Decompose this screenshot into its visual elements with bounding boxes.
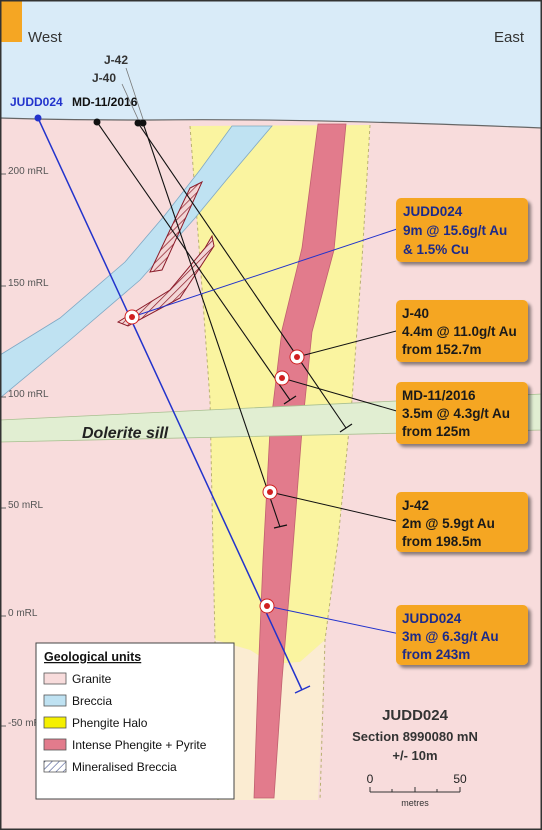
legend-swatch bbox=[43, 738, 67, 751]
pointer bbox=[281, 377, 401, 413]
sill-label: Dolerite sill bbox=[82, 425, 169, 442]
breccia bbox=[0, 125, 273, 399]
hole-label: J-42 bbox=[104, 53, 128, 67]
pointer bbox=[296, 329, 401, 358]
legend: Geological units Granite Breccia Phengit… bbox=[35, 642, 235, 800]
callout-intercept: 3.5m @ 4.3g/t Au bbox=[402, 406, 510, 421]
callout-intercept: 3m @ 6.3g/t Au bbox=[402, 629, 499, 644]
callout-intercept: 4.4m @ 11.0g/t Au bbox=[402, 324, 517, 339]
section-hole: JUDD024 bbox=[382, 707, 449, 724]
pointer bbox=[266, 605, 401, 635]
leader bbox=[125, 67, 144, 120]
hole-label: JUDD024 bbox=[10, 95, 63, 109]
legend-swatch bbox=[43, 760, 67, 773]
hole-end bbox=[339, 423, 353, 433]
scale-end: 50 bbox=[453, 772, 467, 786]
callout-box bbox=[396, 300, 528, 362]
hole-end bbox=[294, 685, 311, 694]
legend-swatch bbox=[43, 672, 67, 685]
callout-detail: from 152.7m bbox=[402, 342, 482, 357]
callout-detail: from 243m bbox=[402, 647, 470, 662]
section-tolerance: +/- 10m bbox=[392, 748, 437, 763]
rl-label: 200 mRL bbox=[8, 166, 49, 177]
callout-box bbox=[396, 382, 528, 444]
collar bbox=[93, 118, 101, 126]
intercept-core bbox=[279, 375, 285, 381]
legend-box bbox=[35, 642, 235, 800]
callout-box bbox=[396, 198, 528, 262]
callout-detail: & 1.5% Cu bbox=[403, 242, 469, 257]
rl-label: 0 mRL bbox=[8, 608, 38, 619]
rl-label: -50 mRL bbox=[8, 718, 47, 729]
hole-label: J-40 bbox=[92, 71, 116, 85]
pointer bbox=[269, 491, 401, 523]
collar bbox=[134, 119, 142, 127]
rl-label: 150 mRL bbox=[8, 278, 49, 289]
intercepts bbox=[124, 309, 305, 614]
drillhole-trace bbox=[142, 122, 281, 528]
west-label: West bbox=[28, 29, 63, 46]
east-label: East bbox=[494, 29, 525, 46]
intercept-core bbox=[267, 489, 273, 495]
callout-hole: JUDD024 bbox=[402, 611, 462, 626]
intercept-core bbox=[129, 314, 135, 320]
collar bbox=[139, 119, 147, 127]
scale-start: 0 bbox=[367, 772, 374, 786]
leader bbox=[121, 83, 139, 120]
hole-end bbox=[273, 524, 288, 529]
callout-hole: JUDD024 bbox=[403, 204, 463, 219]
intercept-core bbox=[264, 603, 270, 609]
drillhole-trace bbox=[137, 122, 347, 429]
callout-box bbox=[396, 605, 528, 665]
hole-end bbox=[283, 395, 297, 405]
intercept-core bbox=[294, 354, 300, 360]
ground-surface bbox=[0, 117, 542, 129]
section-name: Section 8990080 mN bbox=[352, 729, 478, 744]
hole-label: MD-11/2016 bbox=[72, 95, 138, 109]
callout-detail: from 125m bbox=[402, 424, 470, 439]
intense-phengite bbox=[253, 123, 347, 799]
scale-unit: metres bbox=[401, 798, 429, 808]
rl-label: 50 mRL bbox=[8, 500, 43, 511]
callout-intercept: 9m @ 15.6g/t Au bbox=[403, 223, 507, 238]
legend-item: Intense Phengite + Pyrite bbox=[72, 738, 207, 752]
legend-item: Granite bbox=[72, 672, 112, 686]
collar bbox=[34, 114, 42, 122]
drillhole-trace bbox=[96, 121, 291, 401]
legend-item: Phengite Halo bbox=[72, 716, 148, 730]
callout-hole: J-40 bbox=[402, 306, 429, 321]
callouts: JUDD024 9m @ 15.6g/t Au & 1.5% Cu J-40 4… bbox=[396, 198, 528, 665]
callout-box bbox=[396, 492, 528, 552]
legend-item: Breccia bbox=[72, 694, 112, 708]
drillhole-trace bbox=[37, 117, 303, 691]
rl-label: 100 mRL bbox=[8, 389, 49, 400]
mineralised-breccia bbox=[149, 180, 204, 273]
callout-hole: MD-11/2016 bbox=[402, 388, 476, 403]
legend-swatch bbox=[43, 694, 67, 707]
legend-swatch bbox=[43, 716, 67, 729]
pointer bbox=[131, 227, 401, 318]
callout-detail: from 198.5m bbox=[402, 534, 482, 549]
callout-hole: J-42 bbox=[402, 498, 429, 513]
callout-intercept: 2m @ 5.9gt Au bbox=[402, 516, 495, 531]
corner-tab bbox=[0, 0, 22, 42]
scale-bar: 0 50 metres bbox=[367, 772, 467, 808]
legend-title: Geological units bbox=[44, 650, 141, 664]
legend-item: Mineralised Breccia bbox=[72, 760, 177, 774]
